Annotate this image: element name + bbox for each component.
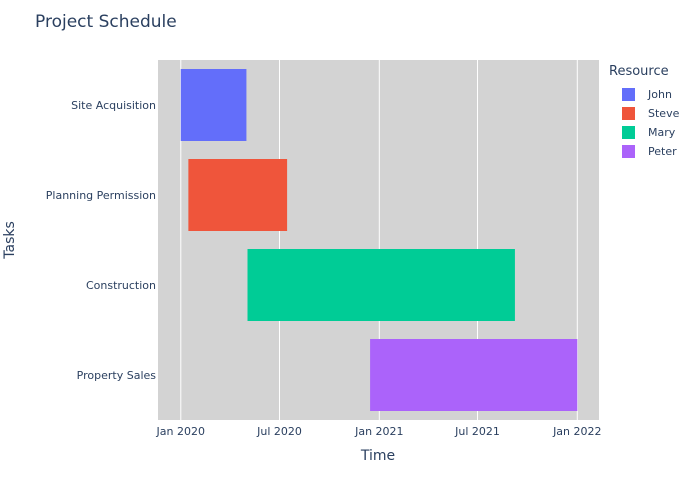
legend-item-steve[interactable]: Steve <box>622 104 679 123</box>
legend-item-mary[interactable]: Mary <box>622 123 679 142</box>
x-tick-label: Jan 2021 <box>354 425 403 438</box>
x-axis-label: Time <box>360 448 395 464</box>
legend-label: John <box>648 88 672 101</box>
legend-label: Mary <box>648 126 676 139</box>
y-tick-label: Property Sales <box>77 369 157 382</box>
gantt-bar-peter[interactable] <box>370 339 578 411</box>
x-tick-label: Jul 2020 <box>256 425 302 438</box>
y-tick-label: Site Acquisition <box>71 99 156 112</box>
legend-swatch <box>622 88 635 101</box>
legend-label: Peter <box>648 145 677 158</box>
gantt-bar-steve[interactable] <box>188 159 288 231</box>
legend-swatch <box>622 107 635 120</box>
y-axis-label: Tasks <box>2 221 18 260</box>
x-tick-label: Jan 2020 <box>156 425 205 438</box>
gantt-bar-john[interactable] <box>180 69 247 141</box>
y-tick-label: Planning Permission <box>46 189 156 202</box>
x-tick-label: Jan 2022 <box>552 425 601 438</box>
legend-item-john[interactable]: John <box>622 85 679 104</box>
x-tick-label: Jul 2021 <box>454 425 500 438</box>
legend-title: Resource <box>609 64 669 79</box>
y-tick-label: Construction <box>86 279 156 292</box>
chart-title: Project Schedule <box>35 12 177 32</box>
legend-swatch <box>622 126 635 139</box>
legend-swatch <box>622 145 635 158</box>
gantt-bar-mary[interactable] <box>247 249 515 321</box>
legend-label: Steve <box>648 107 680 120</box>
legend-item-peter[interactable]: Peter <box>622 142 679 161</box>
legend: Resource John Steve Mary Peter <box>609 64 679 161</box>
